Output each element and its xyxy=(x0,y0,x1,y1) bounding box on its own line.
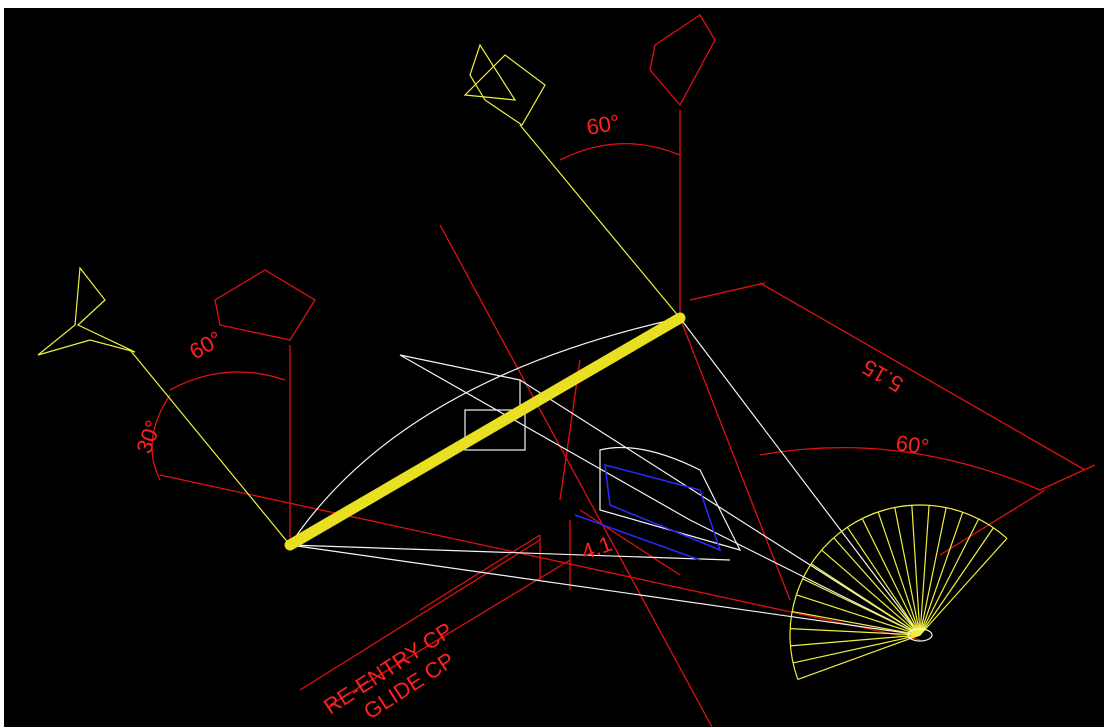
viewport xyxy=(4,8,1104,727)
red-construction xyxy=(151,14,1096,727)
protractor-spoke xyxy=(821,549,921,636)
yellow-vanes xyxy=(37,43,681,546)
protractor-spoke xyxy=(919,505,930,636)
protractor xyxy=(789,504,1008,681)
protractor-spoke xyxy=(919,512,964,636)
protractor-spoke xyxy=(877,511,921,636)
protractor-spoke xyxy=(790,634,921,647)
protractor-spoke xyxy=(919,518,980,636)
protractor-spoke xyxy=(810,563,921,636)
protractor-spoke xyxy=(919,537,1008,636)
angle-label: 60° xyxy=(894,430,930,459)
protractor-spoke xyxy=(790,628,921,636)
protractor-spoke xyxy=(846,526,921,636)
protractor-spoke xyxy=(833,537,921,636)
protractor-spoke xyxy=(802,578,921,636)
protractor-hub xyxy=(907,628,933,642)
protractor-arc xyxy=(789,504,1008,680)
payload xyxy=(574,463,722,561)
protractor-spoke xyxy=(792,634,921,664)
protractor-spoke xyxy=(792,610,921,636)
protractor-spoke xyxy=(861,518,921,636)
spar xyxy=(284,312,686,551)
protractor-spoke xyxy=(919,507,947,636)
protractor-spoke xyxy=(911,505,921,636)
angle-label: 60° xyxy=(585,110,622,140)
protractor-spoke xyxy=(797,634,921,681)
protractor-spoke xyxy=(894,507,921,636)
protractor-spoke xyxy=(919,527,994,636)
protractor-spoke xyxy=(796,594,921,636)
